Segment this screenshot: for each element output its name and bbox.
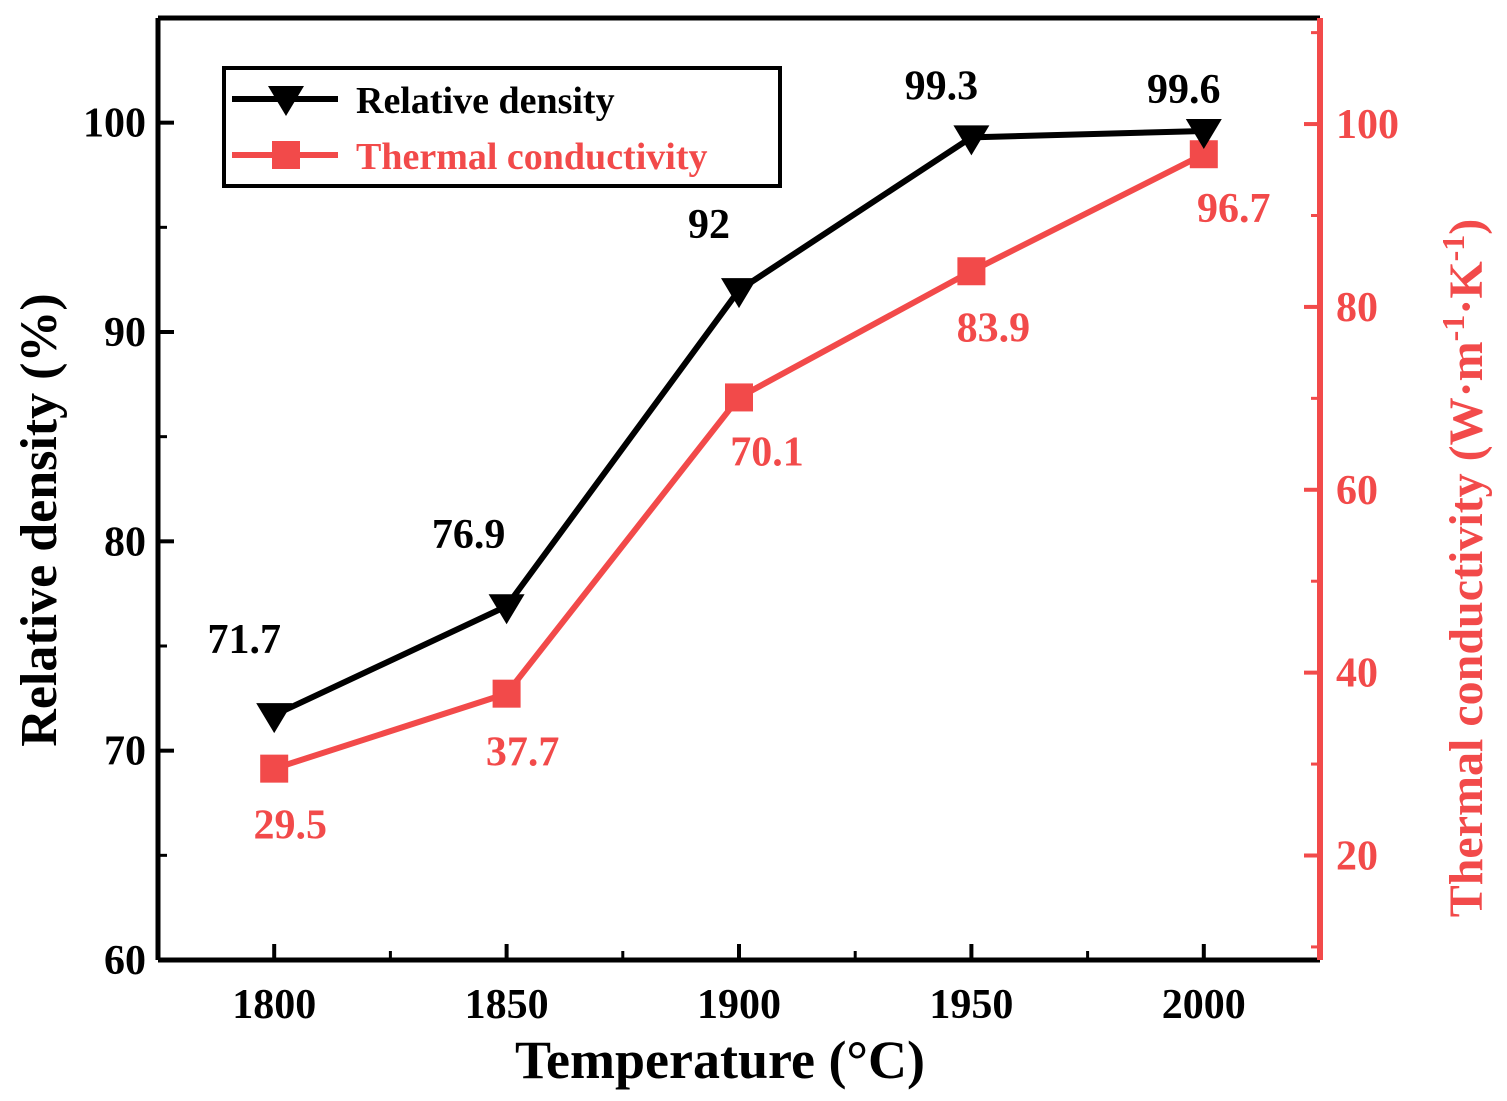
y-right-title-sup1: -1 xyxy=(1435,315,1471,342)
y-right-title-mid: ·K xyxy=(1440,261,1493,314)
y-right-title-end: ) xyxy=(1440,219,1493,235)
thermal-conductivity-marker xyxy=(725,383,753,412)
y-left-tick-label: 100 xyxy=(83,101,146,147)
x-tick-label: 1800 xyxy=(232,982,316,1028)
relative-density-marker xyxy=(488,594,525,625)
thermal-conductivity-marker xyxy=(260,754,289,783)
relative-density-data-label: 76.9 xyxy=(432,512,506,558)
y-right-tick-label: 60 xyxy=(1336,468,1378,514)
y-right-title-main: Thermal conductivity (W·m xyxy=(1440,341,1493,917)
relative-density-data-label: 71.7 xyxy=(207,617,281,663)
thermal-conductivity-data-label: 83.9 xyxy=(957,305,1031,351)
relative-density-line xyxy=(272,128,1204,718)
relative-density-marker xyxy=(256,703,293,734)
x-tick-label: 1950 xyxy=(929,982,1013,1028)
thermal-conductivity-marker xyxy=(957,257,986,286)
relative-density-marker xyxy=(1185,119,1222,150)
legend-marker-triangle-down-icon xyxy=(268,86,304,116)
thermal-conductivity-marker xyxy=(492,679,521,708)
y-right-tick-label: 40 xyxy=(1336,651,1378,697)
y-right-tick-label: 80 xyxy=(1336,285,1378,331)
relative-density-marker xyxy=(953,125,990,156)
y-left-axis-title: Relative density (%) xyxy=(11,293,68,746)
thermal-conductivity-data-label: 70.1 xyxy=(730,429,804,475)
legend-label-thermal-conductivity: Thermal conductivity xyxy=(356,136,707,178)
y-left-tick-label: 60 xyxy=(104,938,146,984)
y-left-tick-label: 70 xyxy=(104,729,146,775)
legend-label-relative-density: Relative density xyxy=(356,80,615,122)
y-right-tick-label: 20 xyxy=(1336,833,1378,879)
y-right-tick-label: 100 xyxy=(1336,102,1399,148)
x-tick-label: 1900 xyxy=(697,982,781,1028)
y-left-tick-label: 90 xyxy=(104,310,146,356)
thermal-conductivity-data-label: 37.7 xyxy=(486,730,560,776)
y-right-axis-title: Thermal conductivity (W·m-1·K-1) xyxy=(1435,219,1493,918)
tick-layer: 1800 1850 1900 1950 2000 60 70 80 90 100 20 40 60 80 1… xyxy=(83,16,1399,1028)
legend-box xyxy=(222,66,782,188)
legend-marker-square-icon xyxy=(272,141,300,169)
thermal-conductivity-data-label: 29.5 xyxy=(253,803,327,849)
series-layer xyxy=(256,119,1222,783)
x-tick-label: 1850 xyxy=(465,982,549,1028)
relative-density-data-label: 99.6 xyxy=(1147,67,1221,113)
x-axis-title: Temperature (°C) xyxy=(515,1030,925,1090)
relative-density-marker xyxy=(721,278,757,309)
data-label-layer: 71.7 76.9 92 99.3 99.6 29.5 37.7 70.1 83.9 96.7 xyxy=(207,63,1270,848)
y-left-tick-label: 80 xyxy=(104,519,146,565)
thermal-conductivity-data-label: 96.7 xyxy=(1197,186,1271,232)
relative-density-data-label: 92 xyxy=(688,202,730,248)
legend: Relative density Thermal conductivity xyxy=(222,66,782,188)
x-tick-label: 2000 xyxy=(1162,982,1246,1028)
relative-density-data-label: 99.3 xyxy=(905,63,979,109)
y-right-title-sup2: -1 xyxy=(1435,235,1471,262)
